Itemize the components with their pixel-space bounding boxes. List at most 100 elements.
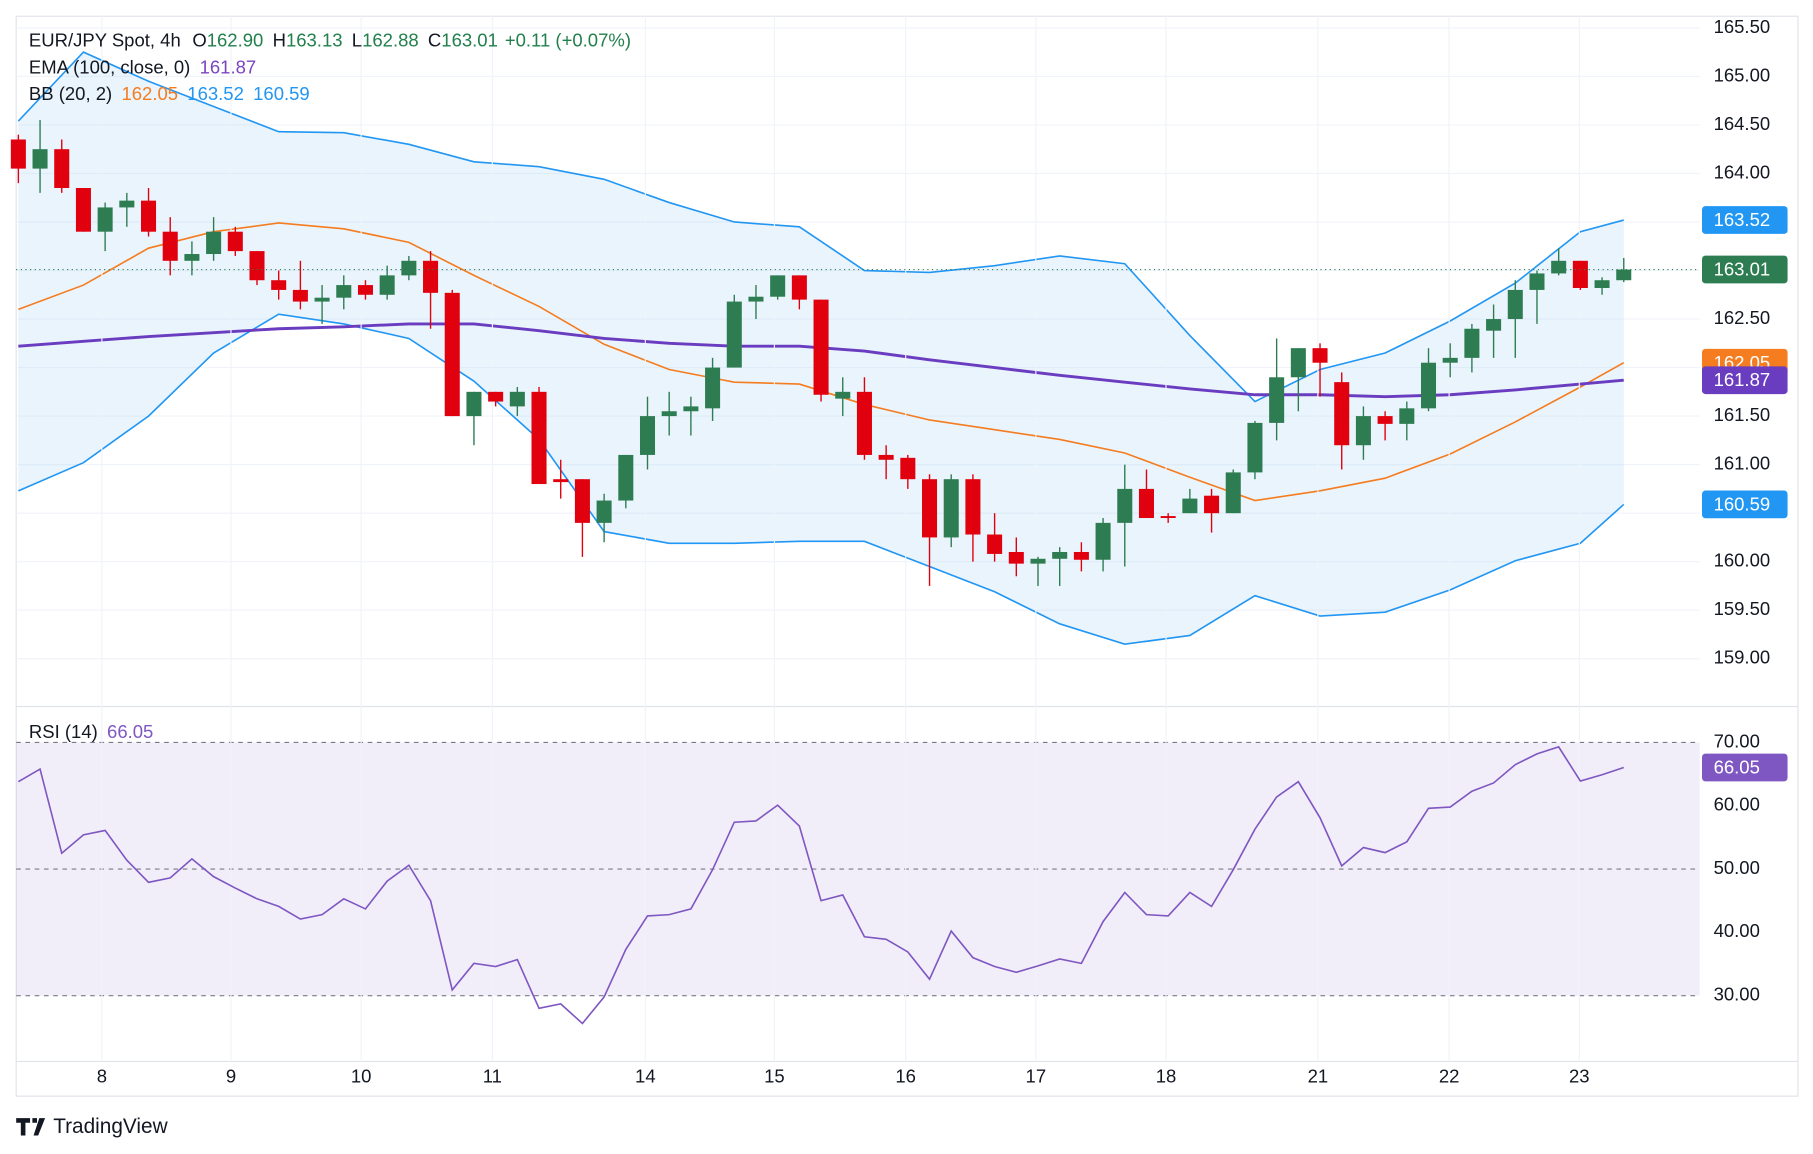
rsi-legend: RSI (14) 66.05	[29, 721, 153, 742]
candle-body	[900, 457, 916, 480]
candle-body	[705, 367, 721, 409]
x-tick-label: 11	[483, 1066, 502, 1087]
rsi-value: 66.05	[107, 721, 153, 742]
x-tick-label: 17	[1026, 1066, 1047, 1087]
candle-body	[423, 260, 439, 293]
candle-body	[683, 406, 699, 412]
legend-symbol-line: EUR/JPY Spot, 4h O162.90 H163.13 L162.88 C16…	[29, 30, 631, 51]
candle-body	[1507, 289, 1523, 320]
ohlc-label: L	[352, 30, 362, 51]
x-tick-label: 10	[351, 1066, 372, 1087]
candle-body	[1095, 522, 1111, 560]
candle-body	[1377, 416, 1393, 424]
candle-body	[357, 285, 373, 295]
x-tick-label: 16	[895, 1066, 916, 1087]
rsi-badge-bg	[1702, 753, 1788, 782]
candle-body	[227, 231, 243, 252]
symbol: EUR/JPY Spot, 4h	[29, 30, 181, 51]
candle-body	[1117, 488, 1133, 523]
candle-body	[119, 200, 135, 208]
y-tick-label: 162.50	[1714, 307, 1771, 328]
x-tick-label: 14	[635, 1066, 656, 1087]
indicator-value: 163.52	[187, 83, 244, 104]
candle-body	[813, 299, 829, 395]
candle-body	[835, 391, 851, 399]
brand-name: TradingView	[53, 1115, 168, 1138]
series-badge-bg	[1702, 206, 1788, 234]
y-tick-label: 40.00	[1714, 920, 1760, 941]
candle-body	[32, 149, 48, 169]
x-tick-label: 9	[226, 1066, 236, 1087]
ohlc-label: O	[192, 30, 206, 51]
rsi-badge: 66.05	[1714, 757, 1760, 778]
candle-body	[488, 391, 504, 402]
candle-body	[1204, 495, 1220, 514]
candle-body	[1073, 551, 1089, 560]
candle-body	[1420, 362, 1437, 409]
candle-body	[661, 411, 677, 417]
candle-body	[249, 251, 265, 281]
ohlc-value: 163.13	[286, 30, 343, 51]
candle-body	[574, 479, 590, 523]
series-badge-bg	[1702, 490, 1788, 519]
candle-body	[1442, 357, 1458, 363]
candle-body	[878, 454, 894, 460]
legend-indicator-line: EMA (100, close, 0) 161.87	[29, 56, 256, 77]
candle-body	[1616, 269, 1632, 281]
candle-body	[618, 454, 634, 501]
candle-body	[922, 479, 938, 538]
candle-body	[1008, 551, 1024, 564]
series-badge-bg	[1702, 366, 1788, 395]
y-tick-label: 159.00	[1714, 647, 1771, 668]
x-tick-label: 22	[1439, 1066, 1460, 1087]
candle-body	[1290, 348, 1306, 378]
legend-indicator-line: BB (20, 2) 162.05 163.52 160.59	[29, 83, 310, 104]
candle-body	[1182, 498, 1198, 514]
indicator-line	[17, 51, 1624, 403]
candle-body	[531, 391, 547, 485]
candle-body	[401, 260, 417, 276]
brand-logo: TradingView	[16, 1115, 169, 1138]
ohlc-value: 162.88	[362, 30, 419, 51]
series-badge: 160.59	[1714, 493, 1771, 514]
indicator-line	[18, 222, 1625, 502]
candle-body	[10, 139, 26, 169]
indicator-label: BB (20, 2)	[29, 83, 112, 104]
candle-body	[1486, 319, 1502, 331]
x-tick-label: 15	[764, 1066, 785, 1087]
y-tick-label: 161.00	[1714, 453, 1771, 474]
indicator-line	[18, 313, 1625, 646]
ohlc-label: C	[428, 30, 441, 51]
candle-body	[97, 207, 113, 232]
rsi-line	[17, 745, 1625, 1025]
x-tick-label: 21	[1308, 1066, 1329, 1087]
last-price-badge-bg	[1702, 255, 1788, 284]
candle-body	[1052, 551, 1068, 559]
candle-body	[1551, 260, 1567, 274]
y-tick-label: 165.00	[1714, 64, 1771, 85]
candle-body	[379, 275, 395, 295]
y-tick-label: 70.00	[1714, 730, 1760, 751]
candle-body	[1030, 558, 1046, 564]
candle-body	[162, 231, 178, 261]
candle-body	[509, 391, 525, 407]
candle-body	[856, 391, 872, 455]
candle-body	[1594, 280, 1610, 288]
candle-body	[1269, 377, 1285, 423]
candle-body	[943, 479, 959, 538]
y-tick-label: 30.00	[1714, 984, 1760, 1005]
candle-body	[553, 479, 569, 483]
candle-body	[1399, 408, 1415, 424]
indicator-value: 161.87	[200, 56, 257, 77]
candle-body	[1160, 516, 1176, 519]
candle-body	[965, 479, 981, 535]
series-badge: 161.87	[1714, 369, 1771, 390]
candle-body	[791, 275, 807, 300]
y-tick-label: 50.00	[1714, 857, 1760, 878]
candle-body	[314, 297, 330, 302]
candle-body	[1334, 382, 1350, 446]
candle-body	[1312, 348, 1328, 363]
candle-body	[770, 275, 786, 297]
ohlc-label: H	[273, 30, 286, 51]
